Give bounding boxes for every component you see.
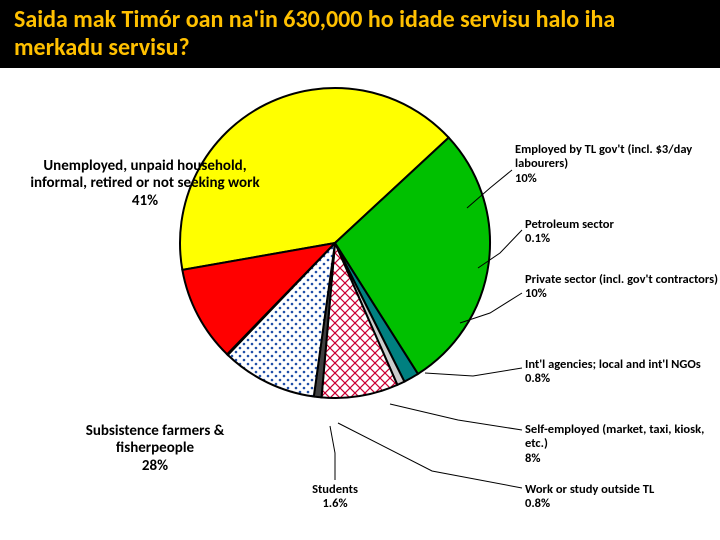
- label-intl_agencies: Int'l agencies; local and int'l NGOs0.8%: [525, 358, 720, 387]
- label-work_outside: Work or study outside TL0.8%: [525, 483, 715, 512]
- label-petroleum: Petroleum sector0.1%: [525, 218, 685, 247]
- leader-work_outside: [338, 423, 522, 488]
- leader-students: [330, 426, 335, 480]
- label-subsistence: Subsistence farmers & fisherpeople28%: [55, 423, 255, 475]
- label-unemployed: Unemployed, unpaid household, informal, …: [30, 158, 260, 210]
- label-students: Students1.6%: [295, 483, 375, 512]
- pie-chart: Unemployed, unpaid household, informal, …: [0, 68, 720, 526]
- pie-svg: [170, 78, 500, 408]
- title-bar: Saida mak Timór oan na'in 630,000 ho ida…: [0, 0, 720, 68]
- label-private_sector: Private sector (incl. gov't contractors)…: [525, 273, 720, 302]
- chart-title: Saida mak Timór oan na'in 630,000 ho ida…: [14, 6, 706, 61]
- label-self_employed: Self-employed (market, taxi, kiosk, etc.…: [525, 423, 720, 466]
- label-govt: Employed by TL gov't (incl. $3/day labou…: [515, 143, 715, 186]
